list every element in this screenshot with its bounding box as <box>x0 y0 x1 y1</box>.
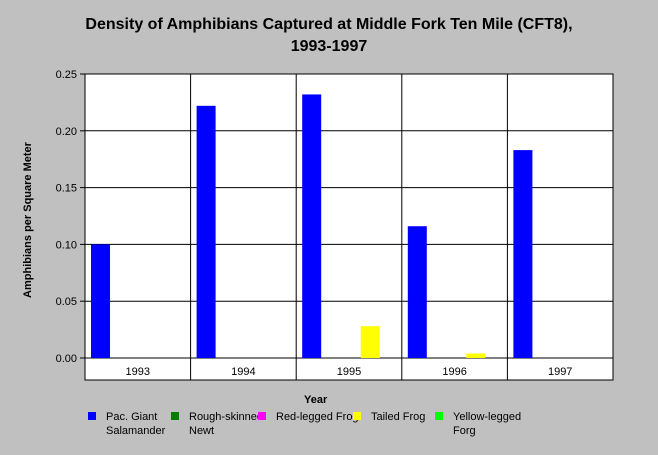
legend-swatch <box>435 412 443 420</box>
x-axis-label: Year <box>304 394 328 406</box>
bar-pac-giant-salamander-1997 <box>513 150 533 358</box>
x-tick-label: 1994 <box>231 366 255 378</box>
y-tick-label: 0.25 <box>56 69 77 81</box>
bar-pac-giant-salamander-1995 <box>302 94 322 358</box>
legend-label: Red-legged Frog <box>276 411 359 423</box>
x-tick-label: 1996 <box>442 366 466 378</box>
legend-label: Yellow-legged Forg <box>453 411 522 437</box>
y-tick-label: 0.05 <box>56 296 77 308</box>
x-tick-label: 1993 <box>126 366 150 378</box>
legend-swatch <box>171 412 179 420</box>
bar-pac-giant-salamander-1996 <box>407 226 427 358</box>
chart-title-line-1: Density of Amphibians Captured at Middle… <box>85 16 573 33</box>
chart-title: Density of Amphibians Captured at Middle… <box>0 14 658 58</box>
legend-swatch <box>258 412 266 420</box>
bar-pac-giant-salamander-1993 <box>91 244 110 358</box>
y-tick-label: 0.15 <box>56 183 77 195</box>
y-tick-label: 0.00 <box>56 353 77 365</box>
legend-label: Tailed Frog <box>371 411 426 423</box>
x-tick-label: 1995 <box>337 366 361 378</box>
chart-title-line-2: 1993-1997 <box>290 38 368 55</box>
legend-label: Rough-skinned Newt <box>189 411 263 437</box>
bar-tailed-frog-1996 <box>466 353 486 358</box>
y-axis-label: Amphibians per Square Meter <box>22 142 34 298</box>
plot-background <box>84 73 614 381</box>
legend-swatch <box>88 412 96 420</box>
legend-label: Pac. Giant Salamander <box>106 411 166 437</box>
x-tick-label: 1997 <box>548 366 572 378</box>
y-tick-label: 0.20 <box>56 126 77 138</box>
bar-tailed-frog-1995 <box>360 326 380 358</box>
bar-pac-giant-salamander-1994 <box>196 105 216 358</box>
legend-swatch <box>353 412 361 420</box>
y-tick-label: 0.10 <box>56 239 77 251</box>
